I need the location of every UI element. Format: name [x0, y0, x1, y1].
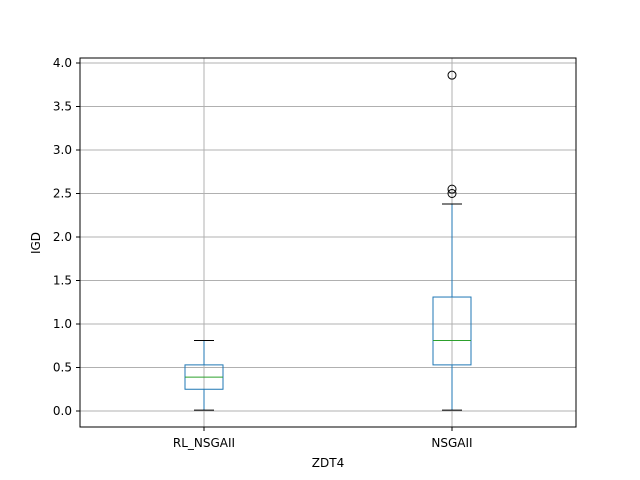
box-plot-marks — [184, 70, 472, 411]
x-axis-label: ZDT4 — [312, 456, 344, 470]
x-tick-label: NSGAII — [431, 436, 472, 450]
y-tick-label: 3.0 — [53, 143, 72, 157]
outlier-point — [447, 184, 457, 194]
y-tick-label: 0.5 — [53, 361, 72, 375]
outlier-point — [447, 189, 457, 198]
y-tick-label: 4.0 — [53, 56, 72, 70]
y-tick-label: 2.5 — [53, 187, 72, 201]
y-tick-label: 3.5 — [53, 100, 72, 114]
y-axis-label: IGD — [29, 232, 43, 254]
iqr-box — [432, 296, 472, 366]
x-tick-label: RL_NSGAII — [173, 436, 235, 450]
y-tick-label: 1.0 — [53, 317, 72, 331]
axes-frame — [79, 57, 577, 428]
y-tick-label: 0.0 — [53, 404, 72, 418]
y-tick-label: 1.5 — [53, 274, 72, 288]
axis-ticks: 0.0 0.5 1.0 1.5 2.0 2.5 3.0 3.5 4.0 RL_NSGAII NSGA… — [53, 56, 473, 450]
grid-lines — [80, 58, 576, 427]
outlier-point — [447, 70, 457, 80]
y-tick-label: 2.0 — [53, 230, 72, 244]
